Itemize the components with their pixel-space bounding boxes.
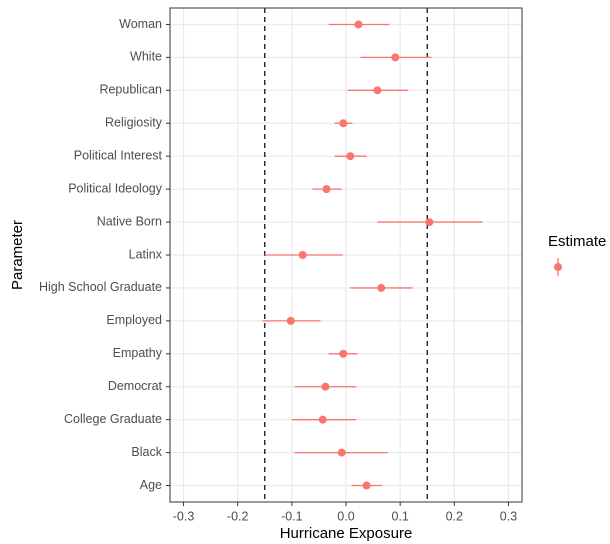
y-tick-label: Political Interest [74,148,163,162]
x-tick-label: -0.3 [173,509,195,523]
x-tick-label: -0.1 [281,509,303,523]
y-tick-label: Democrat [108,379,163,393]
point [354,20,363,29]
x-tick-label: 0.1 [391,509,408,523]
point [391,53,400,62]
y-tick-label: Woman [119,17,162,31]
y-axis-title: Parameter [9,220,26,290]
panel-border [169,7,523,503]
y-tick-label: Political Ideology [68,181,163,195]
point [362,481,371,490]
x-tick-label: 0.3 [500,509,517,523]
point [337,448,346,457]
point [346,152,355,161]
y-tick-label: White [130,50,162,64]
y-tick-label: Religiosity [105,116,163,130]
point [377,283,386,292]
point [298,251,307,259]
y-tick-label: Empathy [113,346,163,360]
point [322,185,331,194]
legend-title: Estimate [548,233,606,250]
point [339,119,348,128]
x-tick-label: -0.2 [227,509,249,523]
point [318,415,327,424]
y-tick-label: Native Born [97,214,162,228]
point [286,316,295,325]
point [373,86,382,95]
point [321,382,330,391]
legend-key-point [554,263,562,271]
y-tick-label: Employed [106,313,162,327]
y-tick-label: High School Graduate [39,280,162,294]
y-tick-label: College Graduate [64,412,162,426]
point [425,218,434,227]
y-tick-label: Black [131,445,162,459]
y-tick-label: Republican [99,83,162,97]
point [339,349,348,358]
y-tick-label: Age [140,478,162,492]
x-tick-label: 0.0 [337,509,354,523]
x-axis-title: Hurricane Exposure [280,525,413,542]
x-tick-label: 0.2 [446,509,463,523]
y-tick-label: Latinx [129,247,163,261]
